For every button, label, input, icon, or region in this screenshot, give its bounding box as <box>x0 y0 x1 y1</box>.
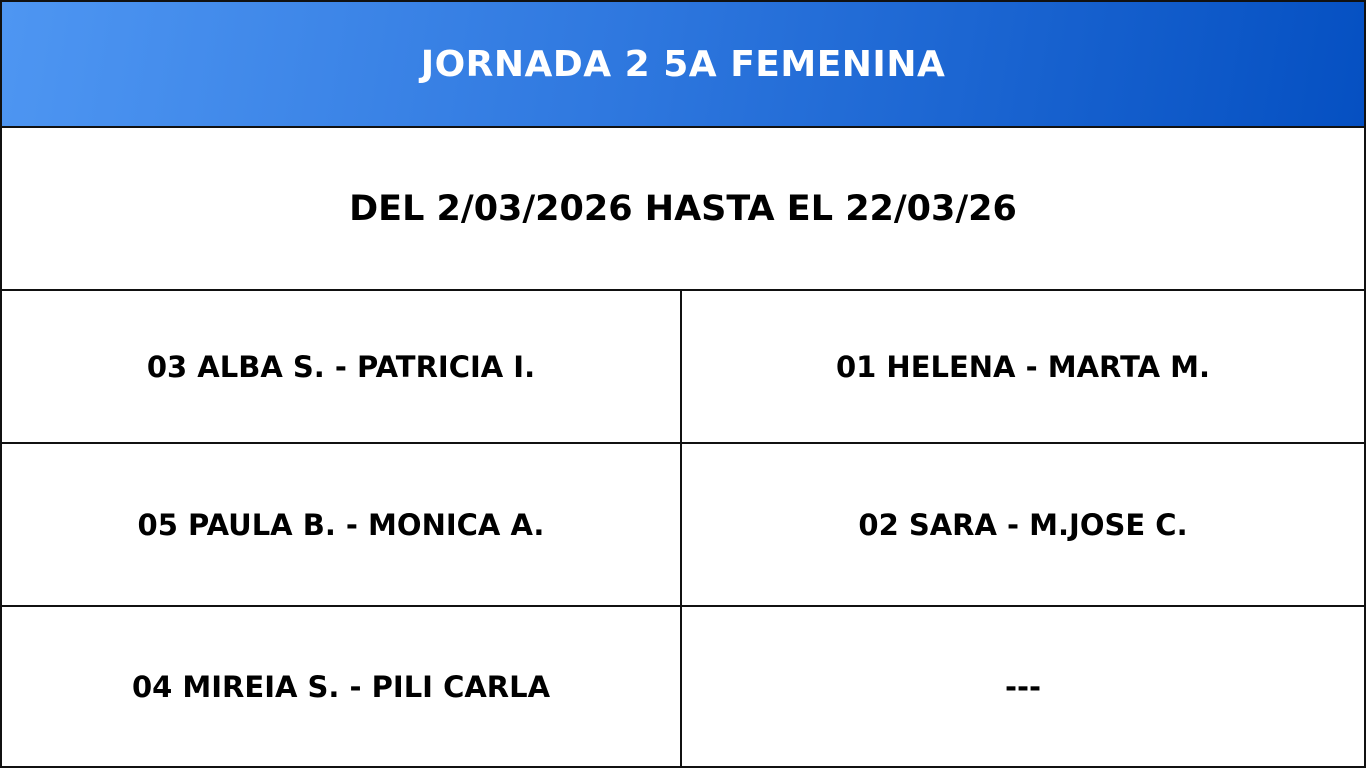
match-row: 03 ALBA S. - PATRICIA I. 01 HELENA - MAR… <box>2 291 1364 444</box>
match-cell: 04 MIREIA S. - PILI CARLA <box>2 607 682 766</box>
page-title: JORNADA 2 5A FEMENINA <box>420 43 946 85</box>
date-range: DEL 2/03/2026 HASTA EL 22/03/26 <box>349 188 1017 229</box>
match-row: 05 PAULA B. - MONICA A. 02 SARA - M.JOSE… <box>2 444 1364 607</box>
title-header: JORNADA 2 5A FEMENINA <box>2 2 1364 128</box>
match-cell: 02 SARA - M.JOSE C. <box>858 507 1188 542</box>
match-cell: --- <box>1004 669 1042 704</box>
match-cell: 03 ALBA S. - PATRICIA I. <box>2 291 682 442</box>
date-range-row: DEL 2/03/2026 HASTA EL 22/03/26 <box>2 128 1364 291</box>
match-row: 04 MIREIA S. - PILI CARLA --- <box>2 607 1364 766</box>
match-cell: 01 HELENA - MARTA M. <box>835 349 1211 384</box>
match-cell: 05 PAULA B. - MONICA A. <box>2 444 682 605</box>
